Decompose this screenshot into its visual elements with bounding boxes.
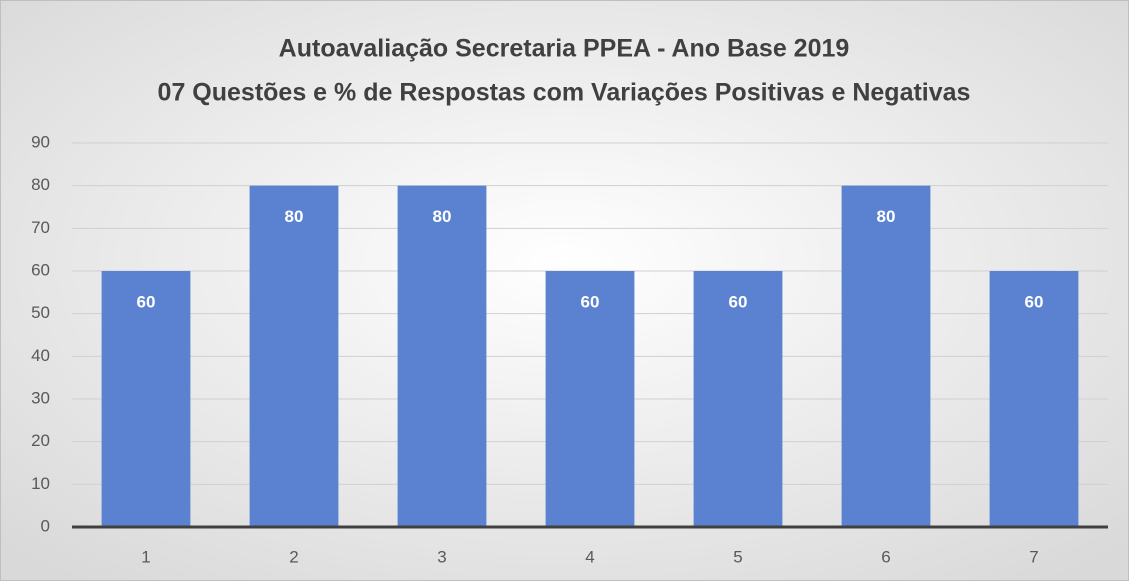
y-tick-label: 70	[31, 218, 50, 237]
y-tick-label: 30	[31, 388, 50, 407]
data-label: 60	[1025, 292, 1044, 311]
bar	[249, 185, 339, 527]
chart-title: Autoavaliação Secretaria PPEA - Ano Base…	[279, 35, 850, 63]
x-tick-label: 6	[881, 547, 890, 566]
y-tick-label: 0	[41, 516, 50, 535]
data-label: 80	[433, 207, 452, 226]
x-tick-label: 7	[1029, 547, 1038, 566]
bar	[693, 271, 783, 527]
data-label: 80	[285, 207, 304, 226]
y-tick-label: 90	[31, 132, 50, 151]
bar	[989, 271, 1079, 527]
x-tick-label: 3	[437, 547, 446, 566]
data-label: 60	[729, 292, 748, 311]
bar	[101, 271, 191, 527]
bar	[545, 271, 635, 527]
chart-subtitle: 07 Questões e % de Respostas com Variaçõ…	[158, 79, 971, 107]
bar	[397, 185, 487, 527]
y-tick-label: 10	[31, 474, 50, 493]
bar	[841, 185, 931, 527]
y-tick-label: 20	[31, 431, 50, 450]
data-label: 60	[581, 292, 600, 311]
x-tick-label: 5	[733, 547, 742, 566]
y-tick-label: 40	[31, 346, 50, 365]
x-tick-label: 2	[289, 547, 298, 566]
data-label: 60	[137, 292, 156, 311]
data-label: 80	[877, 207, 896, 226]
y-tick-label: 50	[31, 303, 50, 322]
y-tick-label: 60	[31, 260, 50, 279]
y-tick-label: 80	[31, 175, 50, 194]
x-tick-label: 1	[141, 547, 150, 566]
x-tick-label: 4	[585, 547, 594, 566]
